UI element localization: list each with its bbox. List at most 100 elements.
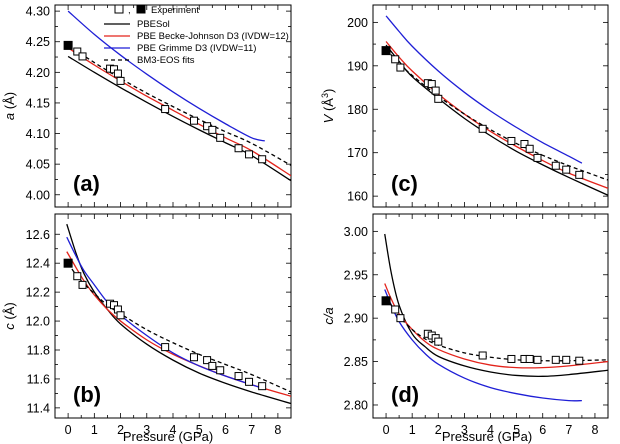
panel-b: 0 1 2 3 4 5 6 7 8 11.4 11.6 11.8 12.0 12.2 12.4 12.6 c (… bbox=[2, 213, 292, 437]
panel-label-c: (c) bbox=[391, 171, 418, 196]
y-tick-label-b: 12.4 bbox=[26, 257, 50, 271]
data-point-d bbox=[478, 351, 487, 360]
data-point-a bbox=[116, 76, 125, 85]
y-tick-label-b: 12.6 bbox=[26, 228, 50, 242]
x-tick-label-d: 8 bbox=[591, 423, 598, 437]
panel-d: 0 1 2 3 4 5 6 7 8 2.80 2.85 2.90 2.95 3.00 c/a (d) bbox=[321, 213, 609, 437]
data-point-d bbox=[434, 337, 443, 346]
data-point-a bbox=[113, 69, 122, 78]
x-tick-label-b: 0 bbox=[65, 423, 72, 437]
data-point-b bbox=[203, 356, 212, 365]
y-tick-label-a: 4.30 bbox=[26, 5, 50, 19]
data-point-d bbox=[562, 355, 571, 364]
legend-pbe-grimme-label: PBE Grimme D3 (IVDW=11) bbox=[137, 43, 256, 54]
data-point-d bbox=[575, 356, 584, 365]
data-point-a bbox=[216, 133, 225, 142]
series-pbesol-line-c bbox=[385, 44, 608, 196]
data-point-a bbox=[245, 150, 254, 159]
data-point-c bbox=[525, 144, 534, 153]
x-tick-label-d: 6 bbox=[539, 423, 546, 437]
data-point-b bbox=[234, 372, 243, 381]
series-pbe_bj-line-d bbox=[384, 283, 608, 369]
x-tick-label-b: 8 bbox=[274, 423, 281, 437]
data-point-c bbox=[427, 80, 436, 89]
data-point-b bbox=[208, 361, 217, 370]
data-point-b bbox=[189, 353, 198, 362]
data-point-c bbox=[520, 140, 529, 149]
data-point-a bbox=[161, 105, 170, 114]
series-bm3-line-b bbox=[67, 262, 291, 393]
y-tick-label-d: 3.00 bbox=[344, 225, 368, 239]
y-tick-label-c: 200 bbox=[347, 16, 368, 30]
y-tick-label-b: 11.4 bbox=[27, 401, 50, 415]
x-tick-label-d: 0 bbox=[383, 423, 390, 437]
data-point-a bbox=[189, 116, 198, 125]
data-point-d bbox=[396, 314, 405, 323]
series-pbe_bj-line-b bbox=[66, 251, 291, 397]
series-pbesol-line-a bbox=[67, 55, 291, 182]
x-tick-label-b: 5 bbox=[196, 423, 203, 437]
series-pbesol-line-b bbox=[66, 223, 291, 405]
x-tick-label-b: 2 bbox=[117, 423, 124, 437]
data-point-c bbox=[551, 161, 560, 170]
series-pbe_grimme-line-a bbox=[67, 10, 265, 142]
x-tick-label-d: 4 bbox=[487, 423, 494, 437]
experiment-point-a bbox=[63, 40, 73, 50]
experiment-point-c bbox=[381, 46, 391, 56]
legend-experiment-label: Experiment bbox=[151, 5, 199, 16]
x-tick-label-b: 3 bbox=[143, 423, 150, 437]
y-axis-label-b: c (Å) bbox=[2, 302, 17, 329]
y-tick-label-c: 170 bbox=[347, 146, 368, 160]
series-bm3-line-d bbox=[385, 296, 608, 362]
data-point-c bbox=[533, 153, 542, 162]
series-bm3-line-a bbox=[67, 44, 291, 166]
y-tick-label-b: 12.2 bbox=[26, 286, 50, 300]
experiment-point-d bbox=[381, 296, 391, 306]
data-point-c bbox=[478, 124, 487, 133]
y-axis-label-c: V (Å3) bbox=[320, 89, 336, 124]
panel-label-d: (d) bbox=[391, 382, 419, 407]
series-pbe_grimme-line-b bbox=[66, 236, 265, 390]
data-point-d bbox=[551, 355, 560, 364]
x-tick-label-b: 1 bbox=[91, 423, 98, 437]
x-tick-label-d: 5 bbox=[513, 423, 520, 437]
data-point-b bbox=[73, 272, 82, 281]
y-tick-label-c: 160 bbox=[347, 190, 368, 204]
y-tick-label-d: 2.80 bbox=[344, 398, 368, 412]
data-point-c bbox=[396, 63, 405, 72]
y-tick-label-c: 190 bbox=[347, 59, 368, 73]
data-point-b bbox=[78, 280, 87, 289]
data-point-a bbox=[258, 155, 267, 164]
x-tick-label-d: 2 bbox=[435, 423, 442, 437]
x-tick-label-d: 1 bbox=[409, 423, 416, 437]
y-tick-label-a: 4.20 bbox=[26, 66, 50, 80]
x-tick-label-d: 3 bbox=[461, 423, 468, 437]
data-point-c bbox=[507, 136, 516, 145]
y-tick-label-b: 12.0 bbox=[26, 315, 50, 329]
x-axis-label-left: Pressure (GPa) bbox=[123, 429, 213, 444]
panel-label-a: (a) bbox=[73, 171, 100, 196]
series-bm3-line-c bbox=[385, 48, 608, 181]
data-point-c bbox=[434, 94, 443, 103]
data-point-c bbox=[431, 86, 440, 95]
legend-marker-separator: , bbox=[128, 5, 131, 16]
y-tick-label-a: 4.05 bbox=[26, 158, 50, 172]
y-tick-label-a: 4.15 bbox=[26, 96, 50, 110]
data-point-b bbox=[245, 377, 254, 386]
data-point-a bbox=[234, 144, 243, 153]
x-tick-label-b: 7 bbox=[248, 423, 255, 437]
legend-pbesol-label: PBESol bbox=[137, 19, 170, 30]
experiment-point-b bbox=[63, 258, 73, 268]
y-tick-label-b: 11.8 bbox=[27, 344, 50, 358]
data-point-c bbox=[391, 55, 400, 64]
y-axis-label-a: a (Å) bbox=[2, 92, 17, 120]
y-tick-label-a: 4.10 bbox=[26, 127, 50, 141]
panel-a: 4.00 4.05 4.10 4.15 4.20 4.25 4.30 a (Å) (a) bbox=[2, 4, 292, 208]
data-point-a bbox=[78, 52, 87, 61]
series-pbesol-line-d bbox=[384, 233, 608, 378]
data-point-b bbox=[216, 366, 225, 375]
y-tick-label-a: 4.25 bbox=[26, 35, 50, 49]
panel-c: 160 170 180 190 200 V (Å3) (c) bbox=[320, 4, 609, 208]
panel-label-b: (b) bbox=[73, 382, 101, 407]
